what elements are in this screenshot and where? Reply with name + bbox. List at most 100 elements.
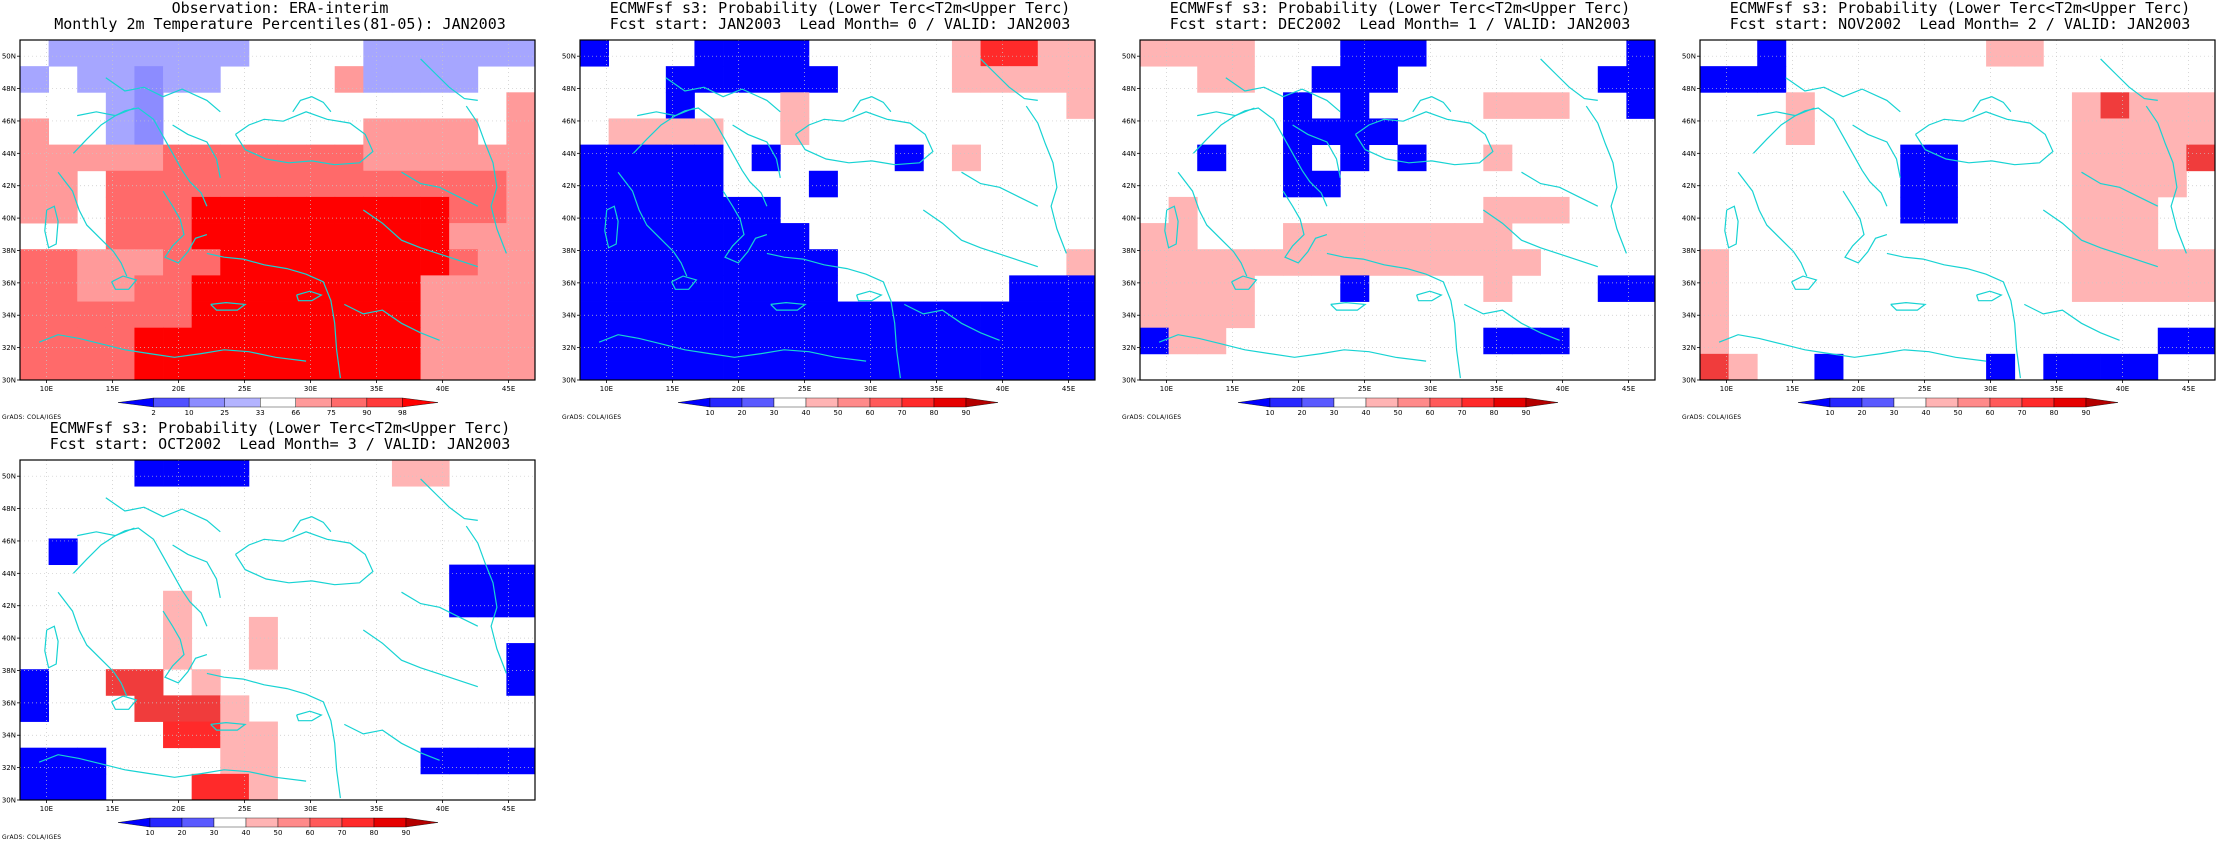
credit-text: GrADS: COLA/IGES: [1682, 414, 1742, 421]
grid-cell: [420, 118, 450, 146]
grid-cell: [923, 353, 953, 381]
coastline: [1330, 301, 1367, 311]
grid-cell: [134, 118, 164, 146]
grid-cell: [363, 301, 393, 329]
map-frame: [19, 459, 536, 801]
grid-cell: [449, 275, 479, 302]
colorbar-swatch: [741, 397, 775, 408]
latitude-tick-label: 36N: [1122, 279, 1136, 287]
colorbar-swatch: [341, 817, 375, 828]
colorbar-swatch: [153, 397, 190, 408]
panel-lead-3: ECMWFsf s3: Probability (Lower Terc<T2m<…: [0, 420, 560, 841]
grid-cell: [694, 223, 724, 250]
grid-cell: [220, 196, 250, 224]
grid-cell: [1340, 92, 1370, 119]
grid-cell: [808, 249, 838, 276]
grid-cell: [608, 353, 638, 381]
grid-cell: [363, 275, 393, 302]
grid-cell: [1311, 170, 1341, 198]
coastline: [1326, 252, 1461, 379]
coastline: [296, 710, 323, 722]
colorbar-label: 60: [866, 409, 875, 417]
grid-cell: [191, 40, 221, 67]
grid-cell: [506, 40, 536, 67]
map-figure: 30N 32N 34N 36N 38N 40N 42N 44N 46N 48N 50N 10E 15E 2…: [1682, 39, 2216, 417]
grid-cell: [1397, 144, 1427, 172]
grid-cell: [134, 196, 164, 224]
grid-cell: [449, 327, 479, 355]
grid-cell: [665, 118, 695, 146]
latitude-tick-label: 30N: [1122, 377, 1136, 385]
colorbar-swatch: [366, 397, 403, 408]
grid-cell: [48, 301, 78, 329]
grid-cell: [980, 40, 1010, 67]
colorbar-swatch: [245, 817, 279, 828]
coastline: [1225, 77, 1341, 113]
grid-cell: [105, 196, 135, 224]
grid-cell: [2186, 327, 2216, 355]
grid-cell: [1700, 301, 1730, 329]
colorbar-label: 30: [210, 829, 219, 837]
coastline: [1791, 275, 1818, 290]
latitude-tick-label: 34N: [2, 732, 16, 740]
grid-cell: [1483, 249, 1513, 276]
colorbar-label: 60: [306, 829, 315, 837]
grid-cell: [608, 196, 638, 224]
longitude-tick-label: 25E: [798, 385, 811, 393]
coastline: [344, 723, 440, 761]
grid-cell: [134, 223, 164, 250]
grid-cell: [248, 353, 278, 381]
latitude-tick-label: 50N: [1682, 53, 1696, 61]
grid-cell: [306, 249, 336, 276]
grid-cell: [1009, 275, 1039, 302]
map-figure: 30N 32N 34N 36N 38N 40N 42N 44N 46N 48N 50N 10E 15E 2…: [2, 39, 536, 417]
grid-cell: [391, 118, 421, 146]
colorbar-swatch: [1301, 397, 1335, 408]
coastline: [1282, 190, 1328, 264]
longitude-tick-label: 20E: [732, 385, 745, 393]
coastline: [1972, 96, 2012, 113]
map-figure: 30N 32N 34N 36N 38N 40N 42N 44N 46N 48N 50N 10E 15E 2…: [2, 459, 536, 837]
grid-cell: [334, 327, 364, 355]
grid-cell: [506, 643, 536, 670]
grid-cell: [220, 275, 250, 302]
coastline: [1354, 111, 1494, 166]
grid-cell: [105, 353, 135, 381]
coastline: [38, 754, 307, 782]
coastline: [732, 124, 781, 179]
grid-cell: [1197, 301, 1227, 329]
grid-cell: [248, 616, 278, 644]
grid-cell: [665, 353, 695, 381]
longitude-tick-label: 35E: [370, 805, 383, 813]
latitude-tick-label: 40N: [1682, 215, 1696, 223]
colorbar-label: 60: [1426, 409, 1435, 417]
grid-cell: [48, 40, 78, 67]
coastline: [44, 625, 59, 669]
coastline: [57, 171, 128, 277]
longitude-tick-label: 10E: [1160, 385, 1173, 393]
grid-cell: [220, 40, 250, 67]
grid-cell: [363, 40, 393, 67]
grid-cell: [637, 353, 667, 381]
grid-cell: [2100, 353, 2130, 381]
grid-cell: [1283, 170, 1313, 198]
colorbar-swatch: [1237, 397, 1271, 408]
colorbar-swatch: [709, 397, 743, 408]
grid-cell: [248, 773, 278, 801]
grid-cell: [134, 301, 164, 329]
grid-cell: [334, 249, 364, 276]
grid-cell: [694, 249, 724, 276]
grid-cell: [220, 460, 250, 487]
grid-cell: [2129, 196, 2159, 224]
grid-cell: [1168, 301, 1198, 329]
coastline: [1292, 124, 1341, 179]
grid-cell: [1511, 92, 1541, 119]
coastline: [111, 275, 138, 290]
latitude-tick-label: 38N: [562, 247, 576, 255]
grid-cell: [637, 118, 667, 146]
coastline: [172, 124, 221, 179]
longitude-tick-label: 45E: [1622, 385, 1635, 393]
coastline: [665, 77, 781, 113]
coastline: [1724, 205, 1739, 249]
grid-cell: [608, 275, 638, 302]
